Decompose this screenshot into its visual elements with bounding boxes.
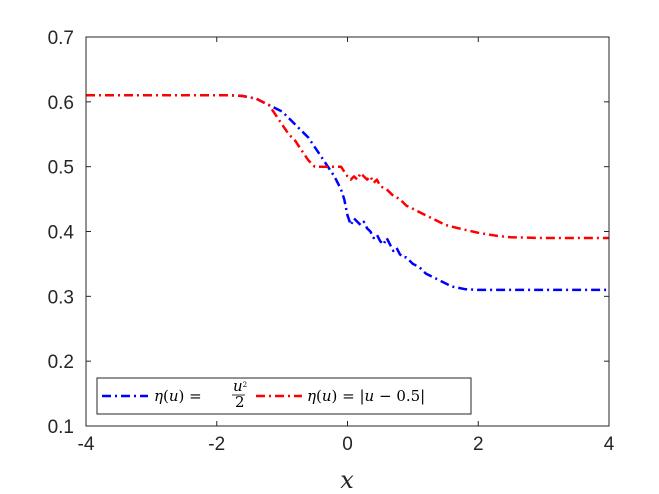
x-tick-label: 2 — [473, 434, 484, 455]
y-tick-label: 0.7 — [48, 28, 74, 49]
x-tick-label: -4 — [78, 434, 95, 455]
x-tick-label: 0 — [342, 434, 353, 455]
legend-fraction-denominator: 2 — [235, 393, 245, 411]
series-line-blue — [86, 94, 609, 292]
y-tick-label: 0.6 — [48, 93, 74, 114]
series-line-red — [86, 94, 609, 240]
legend: η(u) = u2 2 η(u) = |u − 0.5| — [96, 377, 472, 415]
plot-area — [86, 37, 609, 426]
y-tick-label: 0.2 — [48, 352, 74, 373]
tick-layer — [85, 36, 610, 427]
y-tick-label: 0.1 — [48, 417, 74, 438]
legend-label-red: η(u) = |u − 0.5| — [307, 387, 425, 405]
y-tick-label: 0.4 — [48, 223, 75, 244]
x-axis-label: x — [340, 466, 354, 494]
x-tick-label: 4 — [604, 434, 615, 455]
x-tick-label: -2 — [208, 434, 225, 455]
y-tick-label: 0.3 — [48, 287, 74, 308]
tick-label-layer: -4 -2 0 2 4 0.1 0.2 0.3 0.4 0.5 0.6 0.7 — [48, 28, 615, 455]
legend-label-blue: η(u) = — [154, 387, 202, 405]
y-tick-label: 0.5 — [48, 158, 74, 179]
series-layer — [86, 94, 609, 292]
